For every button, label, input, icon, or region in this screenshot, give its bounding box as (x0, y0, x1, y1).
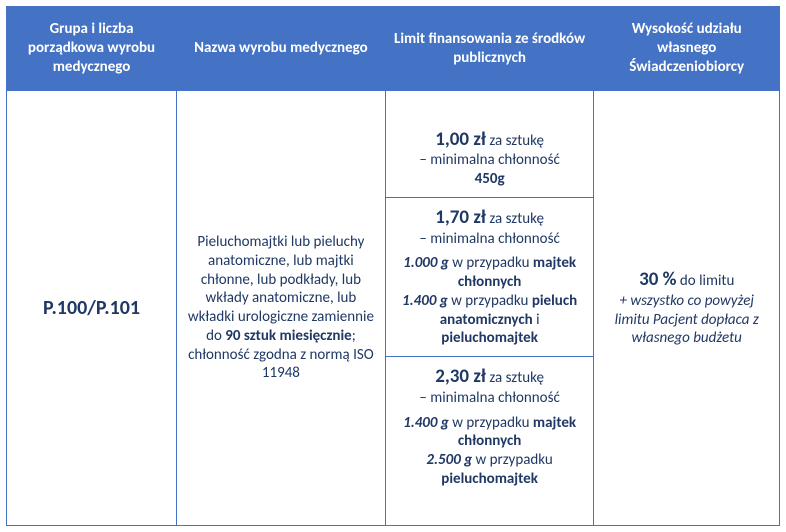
tier-2-price: 1,70 zł (435, 206, 486, 229)
tier-3-spec-1-text: w przypadku (449, 414, 533, 432)
group-code-cell: P.100/P.101 (7, 91, 177, 526)
tier-3-spec-2-bold: pieluchomajtek (441, 470, 538, 488)
tier-3-spec-2-text: w przypadku (472, 451, 553, 469)
limit-cell: 1,00 zł za sztukę – minimalna chłonność … (385, 91, 594, 526)
product-desc-cell: Pieluchomajtki lub pieluchy anatomiczne,… (177, 91, 386, 526)
tier-1: 1,00 zł za sztukę – minimalna chłonność … (386, 120, 594, 198)
tier-2-spec-1-text: w przypadku (449, 254, 533, 272)
tier-2-line2: – minimalna chłonność (396, 230, 584, 249)
tier-2-spec-2-text: w przypadku (448, 292, 532, 310)
tier-2-spec-2-bold2: pieluchomajtek (441, 329, 538, 347)
group-code: P.100/P.101 (43, 296, 140, 320)
product-desc-bold: 90 sztuk miesięcznie (225, 327, 351, 345)
tier-3-line2: – minimalna chłonność (396, 389, 584, 408)
copay-pct: 30 % (639, 268, 676, 291)
copay-note: + wszystko co powyżej limitu Pacjent dop… (602, 292, 771, 348)
tier-1-spec-1-value: 450g (396, 170, 584, 189)
tier-2-spec-1-value: 1.000 g (403, 254, 449, 272)
tier-1-line2: – minimalna chłonność (396, 151, 584, 170)
copay-cell: 30 % do limitu + wszystko co powyżej lim… (594, 91, 780, 526)
copay-pct-after: do limitu (677, 272, 735, 290)
tier-1-suffix: za sztukę (486, 132, 544, 150)
header-col2: Nazwa wyrobu medycznego (177, 7, 386, 91)
tier-3-spec-2-value: 2.500 g (426, 451, 472, 469)
tier-3-suffix: za sztukę (486, 369, 544, 387)
tier-2-spec-2-extra: i (533, 311, 540, 329)
body-row: P.100/P.101 Pieluchomajtki lub pieluchy … (7, 91, 780, 526)
tier-3-spec-1-value: 1.400 g (403, 414, 449, 432)
tier-2: 1,70 zł za sztukę – minimalna chłonność … (386, 198, 594, 357)
header-row: Grupa i liczba porządkowa wyrobu medyczn… (7, 7, 780, 91)
tier-3: 2,30 zł za sztukę – minimalna chłonność … (386, 357, 594, 497)
tier-2-spec-2-value: 1.400 g (402, 292, 448, 310)
header-col4: Wysokość udziału własnego Świadczeniobio… (594, 7, 780, 91)
header-col3: Limit finansowania ze środków publicznyc… (385, 7, 594, 91)
tier-3-price: 2,30 zł (435, 365, 486, 388)
header-col1: Grupa i liczba porządkowa wyrobu medyczn… (7, 7, 177, 91)
tier-1-price: 1,00 zł (435, 128, 486, 151)
reimbursement-table: Grupa i liczba porządkowa wyrobu medyczn… (6, 6, 780, 526)
tier-2-suffix: za sztukę (486, 210, 544, 228)
